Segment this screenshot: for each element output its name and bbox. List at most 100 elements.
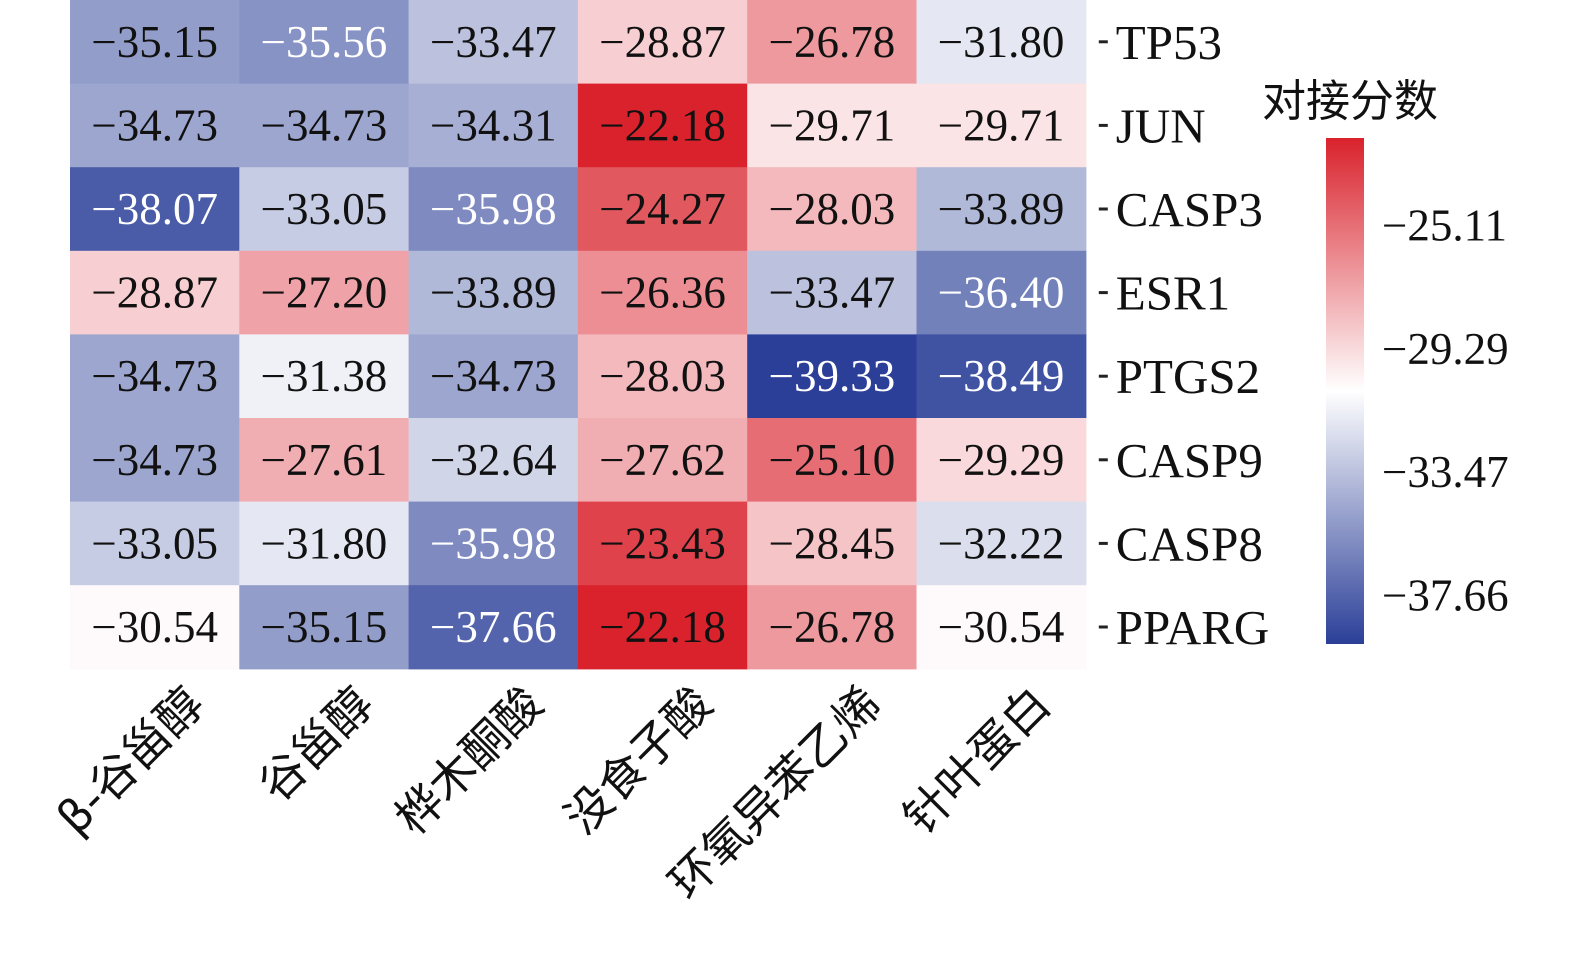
cell-value-label: −27.20 xyxy=(261,268,388,318)
heatmap-cell xyxy=(408,418,579,503)
heatmap-cell xyxy=(916,250,1087,335)
cell-value-label: −35.98 xyxy=(430,518,557,568)
heatmap-cell xyxy=(70,418,240,503)
cell-value-label: −31.80 xyxy=(938,17,1065,67)
cell-value-label: −33.89 xyxy=(938,184,1065,234)
heatmap-cell xyxy=(70,250,240,335)
column-label: 谷甾醇 xyxy=(248,676,384,812)
cell-value-label: −32.22 xyxy=(938,518,1065,568)
colorbar-gradient xyxy=(1326,138,1364,644)
heatmap-cell xyxy=(70,585,240,670)
cell-value-label: −35.98 xyxy=(430,184,557,234)
colorbar-tick-label: −29.29 xyxy=(1382,324,1509,374)
heatmap-cell xyxy=(747,0,918,85)
heatmap-cell xyxy=(70,334,240,419)
cell-value-label: −28.45 xyxy=(769,518,896,568)
cell-value-label: −34.73 xyxy=(91,351,218,401)
heatmap-cell xyxy=(577,83,748,168)
cell-value-label: −38.07 xyxy=(91,184,218,234)
cell-value-label: −23.43 xyxy=(599,518,726,568)
cell-value-label: −26.78 xyxy=(769,602,896,652)
heatmap-cell xyxy=(916,418,1087,503)
heatmap-cell xyxy=(70,167,240,252)
cell-value-label: −33.47 xyxy=(430,17,557,67)
cell-value-label: −22.18 xyxy=(599,100,726,150)
cell-value-label: −28.87 xyxy=(91,268,218,318)
heatmap-cell xyxy=(577,334,748,419)
cell-value-label: −33.05 xyxy=(261,184,388,234)
cell-value-label: −33.47 xyxy=(769,268,896,318)
row-label: TP53 xyxy=(1116,15,1222,70)
heatmap-cell xyxy=(408,0,579,85)
row-label: PTGS2 xyxy=(1116,349,1260,404)
cell-value-label: −27.62 xyxy=(599,435,726,485)
heatmap-cell xyxy=(408,501,579,586)
heatmap-cell xyxy=(747,83,918,168)
heatmap-cell xyxy=(916,83,1087,168)
cell-value-label: −29.71 xyxy=(938,100,1065,150)
heatmap-cell xyxy=(577,585,748,670)
cell-value-label: −35.15 xyxy=(261,602,388,652)
colorbar-tick-label: −25.11 xyxy=(1382,200,1507,250)
heatmap-cell xyxy=(70,0,240,85)
cell-value-label: −34.31 xyxy=(430,100,557,150)
cell-value-label: −35.15 xyxy=(91,17,218,67)
heatmap-cell xyxy=(239,585,410,670)
column-label: 没食子酸 xyxy=(554,676,722,844)
cell-value-label: −31.80 xyxy=(261,518,388,568)
cell-value-label: −26.36 xyxy=(599,268,726,318)
cell-value-label: −26.78 xyxy=(769,17,896,67)
cell-value-label: −32.64 xyxy=(430,435,557,485)
heatmap-cell xyxy=(577,501,748,586)
heatmap-cell xyxy=(577,0,748,85)
cell-value-label: −29.29 xyxy=(938,435,1065,485)
heatmap-cells: −35.15 −35.56 −33.47 −28.87 −26.78 −31.80 −34.… xyxy=(70,0,1087,670)
heatmap-cell xyxy=(408,83,579,168)
heatmap-cell xyxy=(747,334,918,419)
cell-value-label: −34.73 xyxy=(91,435,218,485)
row-label: PPARG xyxy=(1116,600,1269,655)
heatmap-cell xyxy=(916,0,1087,85)
heatmap-cell xyxy=(747,167,918,252)
row-label: CASP8 xyxy=(1116,516,1263,571)
heatmap-cell xyxy=(577,418,748,503)
heatmap-cell xyxy=(747,501,918,586)
cell-value-label: −36.40 xyxy=(938,268,1065,318)
cell-value-label: −27.61 xyxy=(261,435,388,485)
heatmap-cell xyxy=(70,83,240,168)
heatmap-cell xyxy=(916,501,1087,586)
row-label: CASP9 xyxy=(1116,433,1263,488)
heatmap-cell xyxy=(408,167,579,252)
cell-value-label: −28.87 xyxy=(599,17,726,67)
colorbar-tick-label: −33.47 xyxy=(1382,447,1509,497)
cell-value-label: −24.27 xyxy=(599,184,726,234)
heatmap-cell xyxy=(239,334,410,419)
heatmap-cell xyxy=(239,418,410,503)
colorbar-legend: 对接分数 −25.11 −29.29 −33.47 −37.66 xyxy=(1262,76,1509,644)
cell-value-label: −28.03 xyxy=(599,351,726,401)
cell-value-label: −31.38 xyxy=(261,351,388,401)
row-label: JUN xyxy=(1116,98,1206,153)
column-label: 桦木酮酸 xyxy=(385,676,553,844)
colorbar-title: 对接分数 xyxy=(1262,76,1438,127)
heatmap-cell xyxy=(239,83,410,168)
cell-value-label: −33.89 xyxy=(430,268,557,318)
cell-value-label: −25.10 xyxy=(769,435,896,485)
heatmap-cell xyxy=(70,501,240,586)
row-labels: TP53 JUN CASP3 ESR1 PTGS2 CASP9 CASP8 PPARG xyxy=(1098,15,1269,655)
cell-value-label: −30.54 xyxy=(938,602,1065,652)
heatmap-cell xyxy=(916,167,1087,252)
heatmap-cell xyxy=(239,501,410,586)
column-label: β-谷甾醇 xyxy=(46,676,214,844)
heatmap-cell xyxy=(747,585,918,670)
row-label: ESR1 xyxy=(1116,266,1230,321)
heatmap-cell xyxy=(239,250,410,335)
heatmap-cell xyxy=(408,250,579,335)
heatmap-cell xyxy=(239,167,410,252)
cell-value-label: −34.73 xyxy=(91,100,218,150)
row-label: CASP3 xyxy=(1116,182,1263,237)
cell-value-label: −22.18 xyxy=(599,602,726,652)
cell-value-label: −35.56 xyxy=(261,17,388,67)
cell-value-label: −39.33 xyxy=(769,351,896,401)
